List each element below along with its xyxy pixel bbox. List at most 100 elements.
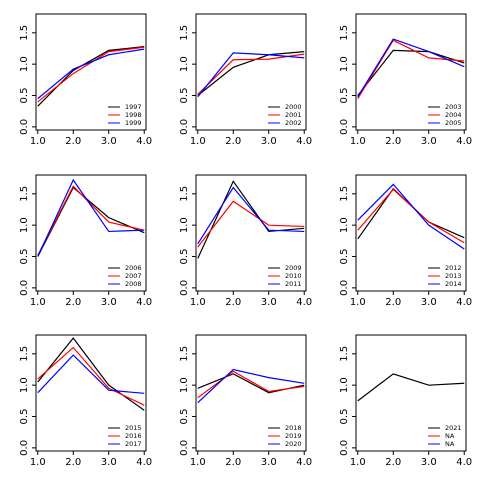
plot-frame — [35, 13, 147, 131]
legend-label: 2012 — [445, 264, 462, 272]
x-tick-label: 1.0 — [350, 457, 366, 468]
legend-label: 2017 — [125, 440, 142, 448]
y-tick-label: 1.0 — [179, 56, 190, 72]
y-tick-label: 0.5 — [339, 409, 350, 425]
legend-label: 2011 — [285, 280, 302, 288]
series-line — [37, 46, 145, 103]
plot-frame — [355, 174, 467, 292]
y-tick-label: 1.5 — [19, 186, 30, 202]
x-tick-label: 4.0 — [456, 457, 472, 468]
y-tick-label: 1.0 — [19, 217, 30, 233]
y-tick-label: 1.5 — [179, 186, 190, 202]
x-tick-label: 2.0 — [225, 297, 241, 308]
y-tick-label: 1.0 — [339, 377, 350, 393]
series-line — [357, 38, 465, 98]
x-tick-label: 1.0 — [350, 297, 366, 308]
x-tick-label: 3.0 — [421, 136, 437, 147]
series-line — [197, 180, 305, 259]
x-tick-label: 1.0 — [30, 457, 46, 468]
x-tick-label: 1.0 — [190, 136, 206, 147]
legend-label: 1998 — [125, 111, 142, 119]
legend-label: 2001 — [285, 111, 302, 119]
x-tick-label: 3.0 — [261, 457, 277, 468]
legend-label: 2010 — [285, 272, 302, 280]
series-line — [37, 178, 145, 257]
y-tick-label: 1.5 — [339, 186, 350, 202]
y-tick-label: 1.0 — [339, 56, 350, 72]
x-tick-label: 2.0 — [65, 136, 81, 147]
legend-label: 1997 — [125, 103, 142, 111]
y-tick-label: 0.5 — [179, 88, 190, 104]
x-tick-label: 3.0 — [101, 136, 117, 147]
x-tick-label: 3.0 — [261, 136, 277, 147]
y-tick-label: 0.5 — [19, 249, 30, 265]
series-line — [197, 373, 305, 394]
x-tick-label: 4.0 — [456, 297, 472, 308]
legend-label: 2007 — [125, 272, 142, 280]
y-tick-label: 1.5 — [339, 25, 350, 41]
series-line — [357, 39, 465, 99]
legend-label: 2000 — [285, 103, 302, 111]
series-line — [197, 370, 305, 399]
x-tick-label: 2.0 — [225, 457, 241, 468]
x-tick-label: 1.0 — [190, 297, 206, 308]
series-line — [197, 51, 305, 96]
x-tick-label: 4.0 — [136, 457, 152, 468]
plot-frame — [355, 334, 467, 452]
x-tick-label: 2.0 — [385, 457, 401, 468]
legend-label: 2002 — [285, 119, 302, 127]
y-tick-label: 0.0 — [19, 119, 30, 135]
x-tick-label: 2.0 — [385, 136, 401, 147]
x-tick-label: 3.0 — [421, 297, 437, 308]
series-line — [197, 52, 305, 98]
y-tick-label: 0.5 — [339, 249, 350, 265]
legend-label: 2003 — [445, 103, 462, 111]
series-line — [37, 46, 145, 107]
x-tick-label: 3.0 — [101, 457, 117, 468]
y-tick-label: 1.0 — [179, 377, 190, 393]
series-line — [357, 188, 465, 244]
x-tick-label: 4.0 — [296, 457, 312, 468]
y-tick-label: 0.0 — [339, 119, 350, 135]
series-line — [197, 200, 305, 248]
plot-frame — [35, 334, 147, 452]
plot-frame — [195, 174, 307, 292]
legend-label: 1999 — [125, 119, 142, 127]
legend-label: 2014 — [445, 280, 462, 288]
series-line — [197, 186, 305, 245]
y-tick-label: 1.5 — [179, 346, 190, 362]
x-tick-label: 4.0 — [136, 297, 152, 308]
legend-label: 2006 — [125, 264, 142, 272]
legend-label: 2018 — [285, 424, 302, 432]
legend-label: 2005 — [445, 119, 462, 127]
x-tick-label: 4.0 — [136, 136, 152, 147]
legend-label: 2019 — [285, 432, 302, 440]
series-line — [357, 49, 465, 96]
y-tick-label: 0.0 — [339, 280, 350, 296]
y-tick-label: 1.0 — [19, 377, 30, 393]
series-line — [37, 354, 145, 394]
x-tick-label: 2.0 — [225, 136, 241, 147]
x-tick-label: 1.0 — [30, 297, 46, 308]
plot-frame — [195, 13, 307, 131]
y-tick-label: 0.0 — [19, 440, 30, 456]
x-tick-label: 3.0 — [101, 297, 117, 308]
series-line — [357, 187, 465, 240]
legend-label: 2020 — [285, 440, 302, 448]
x-tick-label: 3.0 — [421, 457, 437, 468]
legend-label: NA — [445, 432, 455, 440]
series-line — [197, 53, 305, 95]
x-tick-label: 4.0 — [296, 297, 312, 308]
series-line — [197, 368, 305, 404]
series-line — [357, 373, 465, 402]
plot-frame — [355, 13, 467, 131]
y-tick-label: 1.5 — [19, 346, 30, 362]
legend-label: 2016 — [125, 432, 142, 440]
x-tick-label: 2.0 — [65, 297, 81, 308]
y-tick-label: 1.5 — [179, 25, 190, 41]
y-tick-label: 0.0 — [19, 280, 30, 296]
y-tick-label: 0.0 — [339, 440, 350, 456]
y-tick-label: 1.0 — [339, 217, 350, 233]
y-tick-label: 0.0 — [179, 440, 190, 456]
